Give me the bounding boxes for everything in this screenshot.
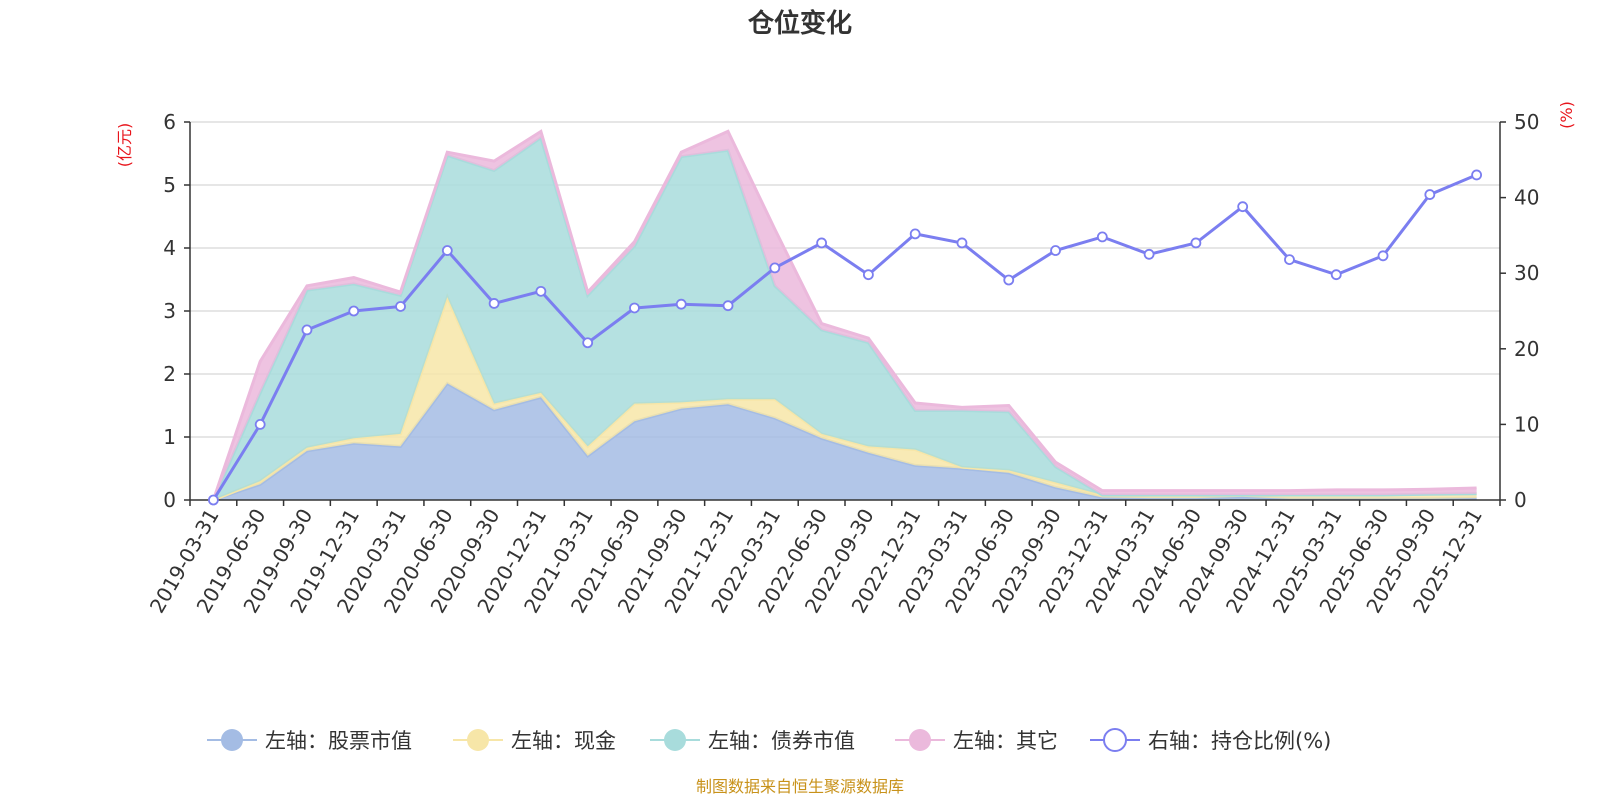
left-tick-label: 3 [163,299,176,323]
legend-circle-icon [221,729,243,751]
ratio-point [488,298,500,309]
legend-label: 左轴：股票市值 [265,729,412,753]
ratio-point [254,418,266,430]
legend-circle-icon [909,729,931,751]
area-edge-左轴：其它 [211,129,1477,501]
ratio-point [956,237,968,249]
legend-item[interactable]: 左轴：其它 [895,729,1058,753]
left-tick-label: 1 [163,425,176,449]
ratio-point [1190,237,1202,249]
right-tick-label: 0 [1514,488,1527,512]
ratio-point [301,324,313,336]
ratio-point [1284,254,1295,265]
legend-circle-icon [664,729,686,751]
ratio-point [1471,169,1483,181]
area-左轴：股票市值 [213,383,1477,500]
ratio-point [441,245,453,256]
chart-title: 仓位变化 [747,8,852,39]
ratio-point [629,302,640,314]
ratio-point [348,305,360,317]
left-axis-unit: (亿元) [115,123,134,168]
ratio-point [675,298,687,310]
right-tick-label: 20 [1514,337,1539,361]
legend-hollow-circle-icon [1103,728,1127,752]
legend-label: 左轴：债券市值 [708,729,855,753]
legend-circle-icon [467,729,489,751]
right-tick-label: 40 [1514,186,1539,210]
ratio-point [816,237,828,249]
ratio-line-group [207,169,1483,506]
legend-label: 左轴：其它 [953,729,1058,753]
ratio-point [395,301,406,312]
ratio-point [1096,231,1108,243]
right-tick-label: 30 [1514,261,1539,285]
ratio-point [1003,274,1015,286]
ratio-point [1237,201,1249,213]
ratio-point [769,262,781,274]
ratio-point [722,300,734,312]
left-tick-label: 6 [163,110,176,134]
left-tick-label: 2 [163,362,176,386]
ratio-point [1377,250,1389,262]
ratio-point [1050,245,1061,256]
legend[interactable]: 左轴：股票市值 左轴：现金 左轴：债券市值 左轴：其它 右轴：持仓比例(%) [207,728,1331,753]
legend-label: 左轴：现金 [511,729,616,753]
ratio-point [582,337,594,349]
ratio-point [862,269,874,281]
legend-item[interactable]: 左轴：股票市值 [207,729,412,753]
right-tick-label: 50 [1514,110,1539,134]
ratio-point [207,494,219,506]
legend-label: 右轴：持仓比例(%) [1148,729,1331,753]
ratio-point [1143,248,1155,260]
right-axis-unit: (%) [1557,101,1576,129]
legend-item[interactable]: 左轴：现金 [453,729,616,753]
left-tick-label: 0 [163,488,176,512]
ratio-point [1330,269,1342,281]
data-source-note: 制图数据来自恒生聚源数据库 [696,777,904,796]
legend-item[interactable]: 右轴：持仓比例(%) [1090,728,1331,753]
ratio-point [909,228,921,240]
ratio-line [212,173,1478,501]
left-tick-label: 4 [163,236,176,260]
legend-item[interactable]: 左轴：债券市值 [650,729,855,753]
ratio-point [535,285,547,297]
ratio-point [1424,189,1436,200]
area-左轴：债券市值 [213,137,1477,501]
left-tick-label: 5 [163,173,176,197]
right-tick-label: 10 [1514,412,1539,436]
area-series-group [211,129,1477,502]
